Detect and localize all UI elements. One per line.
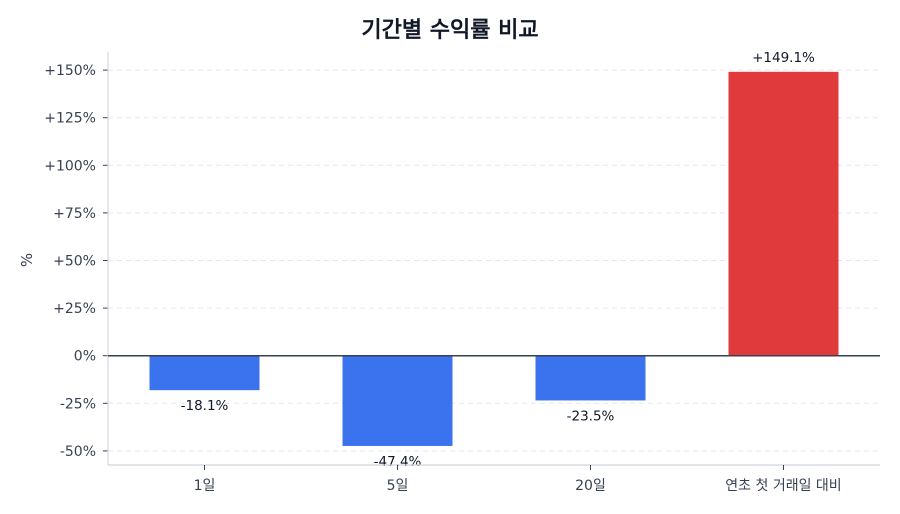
y-tick-label: -50% xyxy=(60,444,96,460)
y-tick-label: +50% xyxy=(53,253,96,269)
x-axis: 1일 5일 20일 연초 첫 거래일 대비 xyxy=(108,464,880,494)
y-tick-label: +150% xyxy=(44,63,96,79)
bar-value-label: -23.5% xyxy=(567,408,615,424)
chart-title: 기간별 수익률 비교 xyxy=(361,18,539,43)
y-axis-label: % xyxy=(18,253,36,267)
y-tick-label: 0% xyxy=(74,349,96,365)
y-axis: -50% -25% 0% +25% +50% +75% +100% +125% +150% xyxy=(44,52,109,465)
bar xyxy=(149,355,260,391)
bar xyxy=(535,355,646,401)
bar xyxy=(728,71,839,356)
bar-value-label: +149.1% xyxy=(752,50,815,66)
x-tick-label: 20일 xyxy=(575,478,606,494)
bars: -18.1% -47.4% -23.5% +149.1% xyxy=(108,50,880,470)
x-tick-label: 1일 xyxy=(194,478,216,494)
x-tick-label: 연초 첫 거래일 대비 xyxy=(725,478,841,494)
bar-value-label: -18.1% xyxy=(181,398,229,414)
bar xyxy=(342,355,453,446)
y-tick-label: +25% xyxy=(53,301,96,317)
y-tick-label: +75% xyxy=(53,206,96,222)
y-tick-label: +125% xyxy=(44,111,96,127)
y-tick-label: -25% xyxy=(60,396,96,412)
y-tick-label: +100% xyxy=(44,158,96,174)
bar-value-label: -47.4% xyxy=(374,454,422,470)
x-tick-label: 5일 xyxy=(387,478,409,494)
